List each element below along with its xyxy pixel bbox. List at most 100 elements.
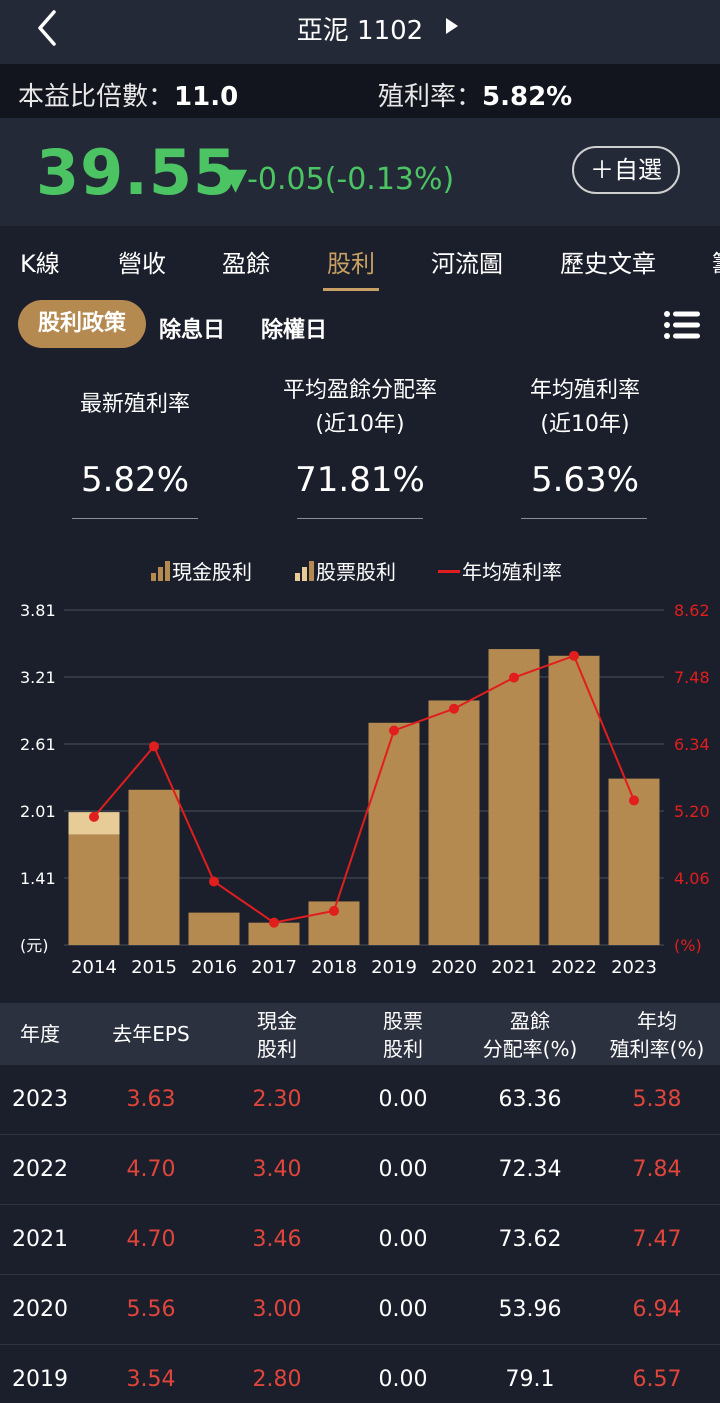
- table-cell: 0.00: [378, 1297, 428, 1322]
- tab-kline[interactable]: K線: [20, 250, 60, 278]
- subtab-dividend-policy[interactable]: 股利政策: [18, 300, 146, 348]
- stat-underline: [72, 518, 198, 519]
- table-cell: 0.00: [378, 1157, 428, 1182]
- table-cell: 3.54: [126, 1367, 176, 1392]
- tab-history-articles[interactable]: 歷史文章: [560, 250, 656, 278]
- bar-chart-icon: [295, 561, 314, 581]
- bar-cash-dividend: [428, 700, 480, 945]
- table-cell: 6.94: [632, 1297, 682, 1322]
- yield-value: 5.82%: [482, 82, 573, 112]
- y-tick-label-left: (元): [20, 936, 49, 955]
- x-tick-label: 2018: [311, 957, 357, 978]
- bar-chart-icon: [151, 561, 170, 581]
- legend-cash-dividend: 現金股利: [150, 556, 252, 585]
- table-row: 2023 3.63 2.30 0.00 63.36 5.38: [0, 1065, 720, 1135]
- table-cell: 5.38: [632, 1087, 682, 1112]
- dividend-yield: 殖利率：5.82%: [378, 76, 572, 113]
- col-header-line2: 股利: [383, 1037, 423, 1061]
- table-cell: 2022: [12, 1157, 68, 1182]
- subtab-ex-rights-date[interactable]: 除權日: [261, 318, 328, 343]
- page-title: 亞泥 1102: [296, 16, 424, 46]
- col-header-line2: 分配率(%): [482, 1037, 578, 1061]
- table-row: 2020 5.56 3.00 0.00 53.96 6.94: [0, 1275, 720, 1345]
- active-tab-indicator: [323, 288, 379, 291]
- back-arrow-icon[interactable]: [30, 8, 70, 48]
- stat-label: 年均殖利率: [529, 378, 640, 403]
- subtab-ex-dividend-date[interactable]: 除息日: [159, 318, 226, 343]
- bar-cash-dividend: [68, 834, 120, 945]
- table-cell: 7.84: [632, 1157, 682, 1182]
- yield-point: [329, 905, 339, 916]
- col-header-line1: 年均: [637, 1009, 677, 1033]
- yield-point: [389, 725, 399, 736]
- legend-label: 現金股利: [172, 560, 252, 584]
- table-cell: 3.63: [126, 1087, 176, 1112]
- stat-value: 5.82%: [80, 460, 189, 500]
- x-tick-label: 2017: [251, 957, 297, 978]
- bar-stock-dividend: [68, 812, 120, 835]
- list-menu-icon[interactable]: [664, 310, 700, 340]
- table-row: 2021 4.70 3.46 0.00 73.62 7.47: [0, 1205, 720, 1275]
- tab-river-chart[interactable]: 河流圖: [431, 250, 503, 278]
- table-cell: 0.00: [378, 1087, 428, 1112]
- dividend-chart: 3.81 8.62 3.21 7.48 2.61 6.34 2.01 5.20 1.41 4.06…: [20, 601, 710, 978]
- main-tabs: K線 營收 盈餘 股利 河流圖 歷史文章 籌: [0, 226, 720, 296]
- x-tick-label: 2023: [611, 957, 657, 978]
- yield-point: [89, 811, 99, 822]
- bar-cash-dividend: [548, 655, 600, 945]
- col-header-avg-yield: 年均 殖利率(%): [598, 1007, 716, 1063]
- table-cell: 4.70: [126, 1227, 176, 1252]
- y-tick-label-right: 8.62: [674, 601, 710, 620]
- x-tick-label: 2021: [491, 957, 537, 978]
- tab-dividend[interactable]: 股利: [327, 250, 375, 278]
- x-tick-label: 2019: [371, 957, 417, 978]
- bar-cash-dividend: [608, 778, 660, 945]
- table-cell: 2019: [12, 1367, 68, 1392]
- tab-more[interactable]: 籌: [712, 244, 720, 279]
- bar-cash-dividend: [488, 649, 540, 945]
- y-tick-label-right: 6.34: [674, 735, 710, 754]
- x-tick-label: 2014: [71, 957, 117, 978]
- table-cell: 73.62: [498, 1227, 562, 1252]
- stat-underline: [521, 518, 647, 519]
- col-header-line1: 股票: [383, 1009, 423, 1033]
- x-tick-label: 2022: [551, 957, 597, 978]
- stat-sublabel: (近10年): [315, 412, 405, 437]
- x-tick-label: 2015: [131, 957, 177, 978]
- stock-price: 39.55: [36, 136, 238, 209]
- col-header-line1: 盈餘: [510, 1009, 550, 1033]
- tab-revenue[interactable]: 營收: [118, 250, 166, 278]
- pe-label: 本益比倍數：: [18, 82, 175, 112]
- x-tick-label: 2016: [191, 957, 237, 978]
- y-tick-label-left: 1.41: [20, 869, 56, 888]
- yield-point: [569, 650, 579, 661]
- legend-label: 股票股利: [316, 560, 396, 584]
- col-header-line2: 殖利率(%): [609, 1037, 705, 1061]
- table-cell: 4.70: [126, 1157, 176, 1182]
- yield-point: [209, 876, 219, 887]
- pe-ratio: 本益比倍數：11.0: [18, 76, 238, 113]
- table-cell: 72.34: [498, 1157, 562, 1182]
- bar-cash-dividend: [248, 922, 300, 945]
- next-stock-icon[interactable]: [443, 16, 461, 36]
- stat-avg-yield: 年均殖利率 (近10年) 5.63%: [500, 374, 670, 523]
- table-cell: 2021: [12, 1227, 68, 1252]
- top-bar: 亞泥 1102: [0, 0, 720, 64]
- pe-value: 11.0: [174, 82, 239, 112]
- stat-sublabel: (近10年): [540, 412, 630, 437]
- stat-underline: [297, 518, 423, 519]
- price-change: ▼-0.05(-0.13%): [224, 162, 455, 197]
- tab-earnings[interactable]: 盈餘: [222, 250, 270, 278]
- stat-label: 平均盈餘分配率: [282, 378, 437, 403]
- table-row: 2022 4.70 3.40 0.00 72.34 7.84: [0, 1135, 720, 1205]
- stat-latest-yield: 最新殖利率 5.82%: [60, 388, 210, 523]
- table-cell: 53.96: [498, 1297, 562, 1322]
- bar-cash-dividend: [368, 722, 420, 945]
- yield-line: [93, 654, 635, 924]
- add-watchlist-button[interactable]: ＋自選: [572, 146, 680, 194]
- line-icon: [438, 570, 460, 573]
- stat-value: 71.81%: [295, 460, 425, 500]
- yield-point: [449, 703, 459, 714]
- y-tick-label-left: 2.61: [20, 735, 56, 754]
- yield-point: [149, 741, 159, 752]
